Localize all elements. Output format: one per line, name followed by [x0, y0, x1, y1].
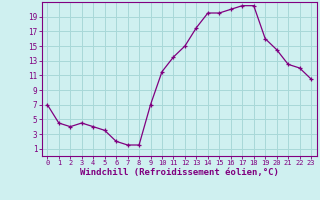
X-axis label: Windchill (Refroidissement éolien,°C): Windchill (Refroidissement éolien,°C) [80, 168, 279, 177]
